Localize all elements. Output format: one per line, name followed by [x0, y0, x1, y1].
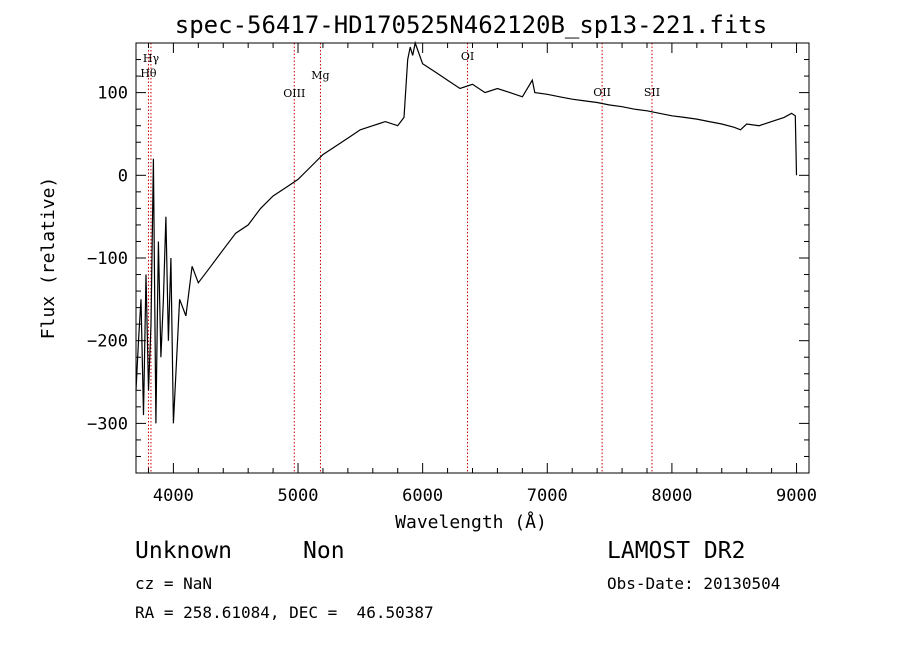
plot-frame	[135, 42, 810, 474]
x-axis-label: Wavelength (Å)	[395, 511, 547, 533]
object-type: Non	[303, 538, 345, 564]
axes: 4000 5000 6000 7000 8000 9000 −300 −200 −100 0 100	[87, 42, 817, 506]
marker-label-oii: OII	[593, 86, 611, 99]
y-tick-label--300: −300	[87, 414, 128, 434]
y-tick-label-0: 0	[118, 166, 128, 186]
marker-label-mg: Mg	[311, 69, 329, 82]
x-tick-label-6000: 6000	[402, 486, 443, 506]
marker-lines: Hγ Hθ OIII Mg OI OII SII	[140, 43, 660, 473]
marker-label-hθ: Hθ	[140, 67, 157, 80]
marker-label-sii: SII	[644, 86, 660, 99]
marker-label-oiii: OIII	[283, 87, 305, 100]
x-tick-label-7000: 7000	[527, 486, 568, 506]
coordinates-label: RA = 258.61084, DEC = 46.50387	[135, 603, 434, 622]
y-tick-label--200: −200	[87, 332, 128, 352]
y-axis-label: Flux (relative)	[38, 177, 59, 340]
redshift-label: cz = NaN	[135, 574, 213, 593]
y-tick-label--100: −100	[87, 249, 128, 269]
x-tick-label-4000: 4000	[153, 486, 194, 506]
marker-label-oi: OI	[461, 50, 474, 63]
y-tick-label-100: 100	[97, 84, 128, 104]
spectrum-line	[135, 40, 798, 424]
x-tick-label-8000: 8000	[651, 486, 692, 506]
obs-date-label: Obs-Date: 20130504	[607, 574, 781, 593]
x-tick-label-9000: 9000	[776, 486, 817, 506]
chart-title: spec-56417-HD170525N462120B_sp13-221.fit…	[175, 11, 767, 39]
marker-label-hγ: Hγ	[143, 52, 160, 65]
survey-label: LAMOST DR2	[607, 538, 746, 564]
object-name: Unknown	[135, 538, 232, 564]
x-tick-label-5000: 5000	[278, 486, 319, 506]
